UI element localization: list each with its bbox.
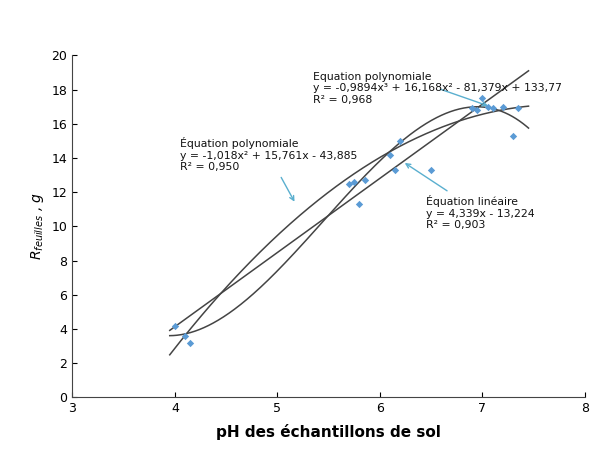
Text: Équation polynomiale
y = -1,018x² + 15,761x - 43,885
R² = 0,950: Équation polynomiale y = -1,018x² + 15,7… (180, 137, 358, 201)
Point (349, 178, 359, 186)
X-axis label: pH des échantillons de sol: pH des échantillons de sol (216, 424, 441, 439)
Point (513, 105, 523, 112)
Point (359, 176, 369, 184)
Point (426, 166, 436, 174)
Point (508, 132, 518, 140)
Y-axis label: $R_{feuilles}$ , g: $R_{feuilles}$ , g (29, 192, 46, 261)
Point (185, 339, 195, 346)
Point (478, 94, 487, 102)
Point (385, 151, 395, 158)
Point (391, 166, 400, 174)
Point (396, 137, 405, 145)
Point (482, 103, 492, 110)
Point (355, 201, 364, 208)
Point (488, 105, 497, 112)
Point (498, 103, 508, 110)
Text: Equation polynomiale
y = -0,9894x³ + 16,168x² - 81,379x + 133,77
R² = 0,968: Equation polynomiale y = -0,9894x³ + 16,… (313, 72, 562, 106)
Point (170, 322, 180, 329)
Point (472, 106, 482, 114)
Point (467, 105, 477, 112)
Point (180, 332, 190, 340)
Text: Équation linéaire
y = 4,339x - 13,224
R² = 0,903: Équation linéaire y = 4,339x - 13,224 R²… (406, 164, 535, 230)
Point (344, 180, 354, 188)
